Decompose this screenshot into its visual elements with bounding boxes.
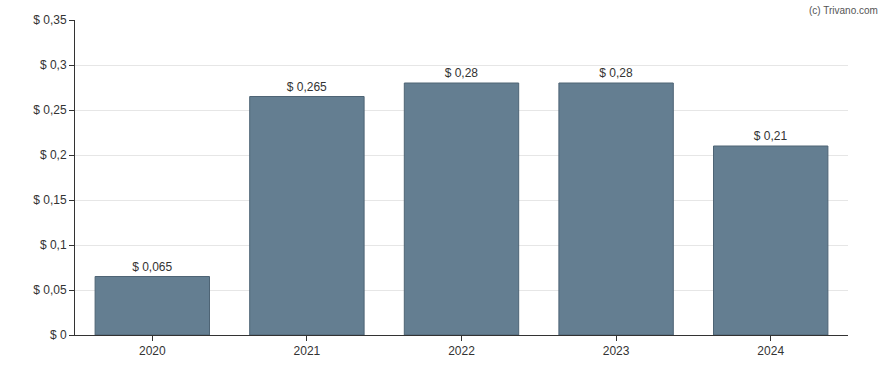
svg-text:$ 0,21: $ 0,21 [754, 129, 788, 143]
svg-text:$ 0,28: $ 0,28 [599, 66, 633, 80]
svg-text:$ 0,065: $ 0,065 [132, 260, 172, 274]
svg-text:2023: 2023 [603, 344, 630, 358]
svg-text:$ 0,3: $ 0,3 [40, 58, 67, 72]
svg-text:$ 0,28: $ 0,28 [445, 66, 479, 80]
svg-text:2021: 2021 [294, 344, 321, 358]
svg-text:$ 0,2: $ 0,2 [40, 148, 67, 162]
svg-text:$ 0,25: $ 0,25 [33, 103, 67, 117]
svg-text:$ 0,265: $ 0,265 [287, 80, 327, 94]
svg-text:$ 0,15: $ 0,15 [33, 193, 67, 207]
svg-text:$ 0: $ 0 [50, 328, 67, 342]
svg-text:(c) Trivano.com: (c) Trivano.com [809, 5, 878, 16]
svg-text:$ 0,35: $ 0,35 [33, 13, 67, 27]
svg-text:2022: 2022 [448, 344, 475, 358]
svg-text:2024: 2024 [757, 344, 784, 358]
svg-text:$ 0,05: $ 0,05 [33, 283, 67, 297]
svg-text:2020: 2020 [139, 344, 166, 358]
svg-text:$ 0,1: $ 0,1 [40, 238, 67, 252]
